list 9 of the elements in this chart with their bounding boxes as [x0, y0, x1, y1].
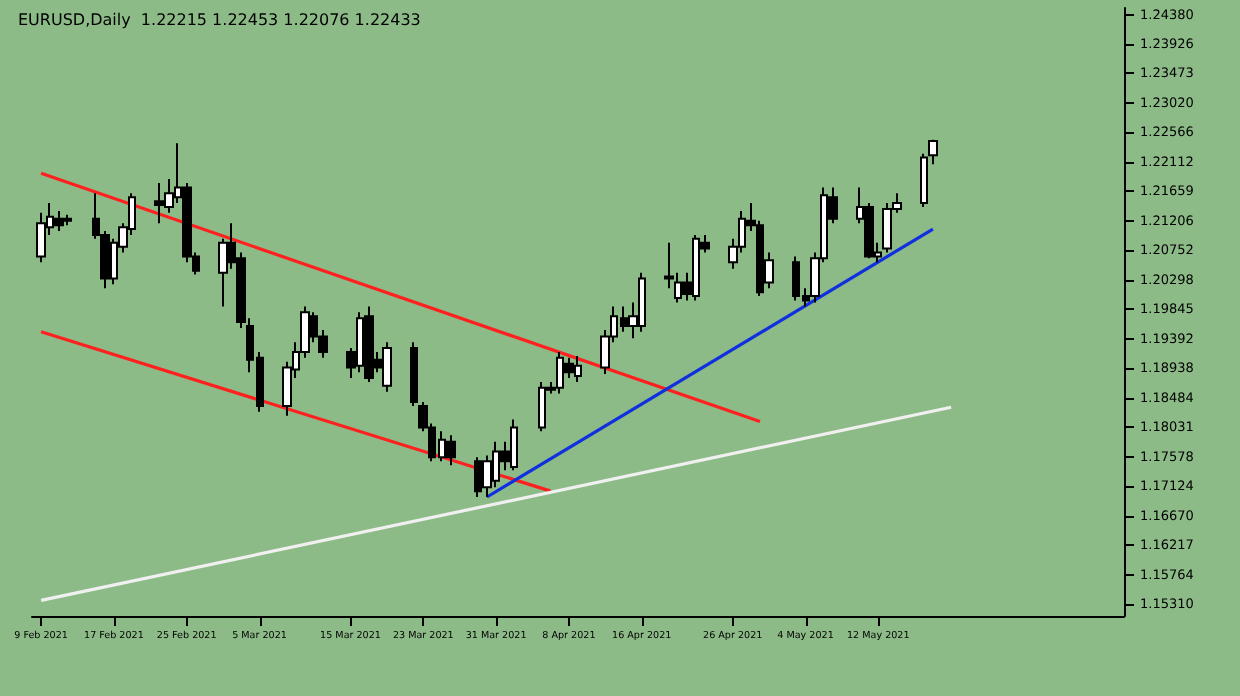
candlestick [410, 341, 418, 407]
candlestick [920, 152, 928, 208]
candlestick [54, 209, 64, 233]
candlestick [36, 211, 46, 264]
candlestick [928, 138, 938, 166]
chart-title: EURUSD,Daily 1.22215 1.22453 1.22076 1.22433 [18, 11, 421, 29]
candlestick [382, 341, 392, 393]
candlestick [446, 434, 456, 467]
candlestick [364, 305, 374, 383]
